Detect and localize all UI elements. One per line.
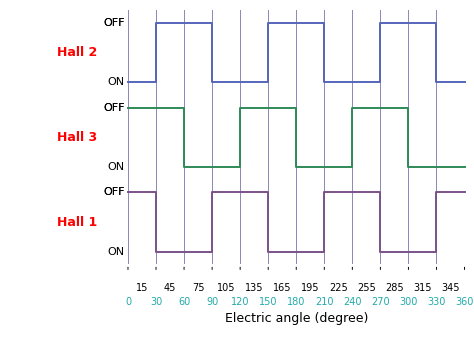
Text: OFF: OFF: [103, 18, 125, 28]
Text: 255: 255: [357, 283, 376, 293]
Text: Hall 2: Hall 2: [57, 46, 98, 59]
Text: OFF: OFF: [103, 187, 125, 197]
Text: Hall 3: Hall 3: [57, 131, 98, 144]
Text: Electric angle (degree): Electric angle (degree): [225, 312, 368, 325]
Text: ON: ON: [108, 247, 125, 257]
Text: 150: 150: [259, 297, 277, 306]
Text: OFF: OFF: [103, 103, 125, 113]
Text: 45: 45: [164, 283, 176, 293]
Text: 360: 360: [456, 297, 474, 306]
Text: 180: 180: [287, 297, 305, 306]
Text: 90: 90: [206, 297, 218, 306]
Text: 240: 240: [343, 297, 362, 306]
Text: 105: 105: [217, 283, 236, 293]
Text: OFF: OFF: [103, 103, 125, 113]
Text: 30: 30: [150, 297, 162, 306]
Text: 0: 0: [125, 297, 131, 306]
Text: 165: 165: [273, 283, 292, 293]
Text: 60: 60: [178, 297, 190, 306]
Text: 300: 300: [399, 297, 418, 306]
Text: 315: 315: [413, 283, 432, 293]
Text: 210: 210: [315, 297, 334, 306]
Text: 135: 135: [245, 283, 264, 293]
Text: ON: ON: [108, 77, 125, 87]
Text: 225: 225: [329, 283, 348, 293]
Text: 270: 270: [371, 297, 390, 306]
Text: 120: 120: [231, 297, 249, 306]
Text: 15: 15: [136, 283, 148, 293]
Text: OFF: OFF: [103, 18, 125, 28]
Text: OFF: OFF: [103, 187, 125, 197]
Text: 75: 75: [192, 283, 204, 293]
Text: 195: 195: [301, 283, 319, 293]
Text: ON: ON: [108, 162, 125, 172]
Text: 285: 285: [385, 283, 404, 293]
Text: Hall 1: Hall 1: [57, 216, 98, 228]
Text: 330: 330: [427, 297, 446, 306]
Text: 345: 345: [441, 283, 460, 293]
